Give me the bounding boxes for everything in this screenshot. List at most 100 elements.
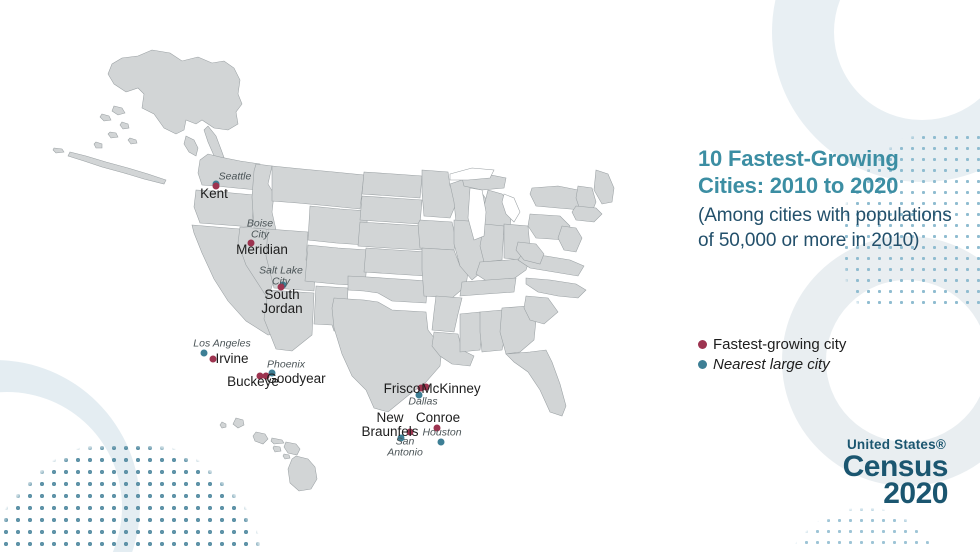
- map-label-line: Conroe: [415, 410, 461, 426]
- map-label-line: Frisco: [383, 381, 421, 397]
- state-hawaii-kauai: [232, 417, 245, 429]
- map-label-line: Jordan: [261, 301, 303, 316]
- kent-dot: [212, 182, 220, 190]
- state-hawaii-molokai: [270, 437, 285, 445]
- map-label-line: Boise: [246, 217, 274, 230]
- map-label-meridian: Meridian: [236, 243, 288, 257]
- map-label-line: Dallas: [408, 395, 438, 408]
- map-label-line: Kent: [200, 186, 228, 202]
- map-label-line: South: [264, 287, 300, 303]
- map-label-buckeye: Buckeye: [227, 375, 279, 389]
- map-label-mckinney: McKinney: [421, 382, 480, 396]
- state-nebraska: [357, 221, 425, 251]
- map-label-line: San: [395, 435, 415, 448]
- alaska-aleutians-5: [127, 137, 138, 145]
- state-west-virginia: [515, 241, 545, 265]
- map-label-boise-city: Boise City: [247, 218, 273, 239]
- legend-item-nearest-large: Nearest large city: [698, 356, 966, 373]
- conroe-dot: [433, 424, 441, 432]
- state-hawaii-maui: [283, 441, 301, 456]
- map-label-line: McKinney: [421, 381, 481, 397]
- map-label-line: Antonio: [387, 446, 423, 458]
- legend-dot-red-icon: [698, 340, 707, 349]
- legend-label-nearest-large: Nearest large city: [713, 356, 830, 373]
- dallas-dot: [415, 391, 423, 399]
- map-label-line: Phoenix: [267, 358, 305, 371]
- state-louisiana: [431, 331, 475, 367]
- map-label-line: New: [376, 410, 404, 426]
- us-map: Seattle Kent Boise City Meridian Salt Lake Cit…: [10, 14, 700, 514]
- map-label-line: Los Angeles: [193, 337, 251, 350]
- map-label-line: Seattle: [218, 170, 252, 183]
- alaska-aleutians-3: [119, 121, 130, 130]
- census-2020-logo: United States® Census 2020: [843, 437, 949, 510]
- logo-line-united-states: United States®: [846, 437, 946, 452]
- map-label-line: Irvine: [215, 351, 249, 367]
- map-label-los-angeles: Los Angeles: [193, 337, 251, 350]
- san-antonio-dot: [397, 434, 405, 442]
- page-title: 10 Fastest-Growing Cities: 2010 to 2020: [698, 146, 899, 198]
- alaska-aleutians-4: [107, 131, 119, 139]
- map-label-line: Buckeye: [227, 374, 279, 390]
- state-kentucky: [475, 257, 531, 283]
- lake-superior: [449, 167, 495, 181]
- state-south-carolina: [523, 295, 559, 325]
- state-north-carolina: [525, 277, 587, 299]
- map-label-new-braunfels: New Braunfels: [361, 411, 418, 439]
- legend-item-fastest-growing: Fastest-growing city: [698, 336, 966, 353]
- map-label-line: Goodyear: [266, 371, 326, 387]
- state-montana: [271, 165, 365, 210]
- frisco-dot: [417, 384, 425, 392]
- lake-huron-erie: [501, 193, 521, 223]
- alaska-aleutians-8: [52, 147, 65, 154]
- map-label-san-antonio: San Antonio: [387, 436, 423, 457]
- legend-label-fastest-growing: Fastest-growing city: [713, 336, 847, 353]
- state-arizona: [263, 289, 315, 352]
- legend-dot-teal-icon: [698, 360, 707, 369]
- logo-line-2020: 2020: [883, 476, 948, 510]
- state-kansas: [363, 247, 429, 277]
- state-iowa: [417, 219, 457, 251]
- south-jordan-dot: [277, 283, 285, 291]
- state-hawaii-big-island: [287, 455, 318, 492]
- map-label-line: City: [250, 228, 270, 240]
- phoenix-dot: [268, 369, 276, 377]
- state-texas: [331, 297, 443, 413]
- alaska-kodiak: [183, 135, 199, 157]
- houston-dot: [437, 438, 445, 446]
- map-label-kent: Kent: [200, 187, 228, 201]
- map-label-line: Braunfels: [361, 424, 419, 439]
- los-angeles-dot: [200, 349, 208, 357]
- alaska-aleutians-7: [67, 151, 167, 185]
- title-panel: 10 Fastest-Growing Cities: 2010 to 2020 …: [698, 146, 966, 253]
- map-label-seattle: Seattle: [218, 170, 252, 183]
- state-hawaii-oahu: [252, 431, 269, 445]
- mckinney-dot: [422, 383, 430, 391]
- state-new-england-me: [593, 169, 615, 205]
- buckeye-dot: [256, 372, 264, 380]
- state-oregon: [193, 189, 255, 228]
- alaska-aleutians-6: [93, 141, 103, 149]
- alaska-aleutians-2: [99, 113, 112, 122]
- state-new-england-ma-ct-ri: [571, 205, 603, 223]
- map-label-irvine: Irvine: [215, 352, 248, 366]
- state-arkansas: [431, 295, 463, 333]
- map-label-frisco: Frisco: [384, 382, 421, 396]
- map-label-line: Houston: [422, 426, 462, 439]
- map-landmasses: [52, 49, 615, 492]
- map-label-salt-lake: Salt Lake City: [259, 265, 303, 286]
- irvine-dot: [209, 355, 217, 363]
- state-florida: [505, 349, 567, 417]
- state-tennessee: [459, 277, 517, 297]
- state-hawaii-kahoolawe: [282, 453, 291, 460]
- new-braunfels-dot: [406, 428, 414, 436]
- map-label-line: Salt Lake: [259, 264, 303, 277]
- map-label-goodyear: Goodyear: [266, 372, 325, 386]
- state-oklahoma: [347, 275, 429, 304]
- map-label-houston: Houston: [422, 426, 462, 439]
- map-label-dallas: Dallas: [408, 395, 438, 408]
- state-mississippi: [459, 311, 483, 353]
- state-north-dakota: [361, 171, 423, 199]
- state-south-dakota: [359, 195, 423, 225]
